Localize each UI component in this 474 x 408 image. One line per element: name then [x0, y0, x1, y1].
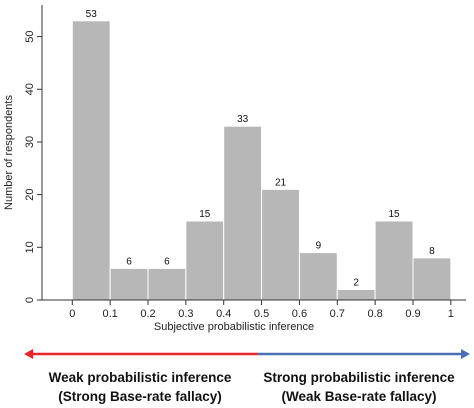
strong-inference-line1: Strong probabilistic inference — [263, 370, 455, 385]
y-tick-label: 20 — [24, 189, 36, 201]
y-axis-title: Number of respondents — [3, 95, 15, 210]
range-arrows-group — [24, 349, 470, 359]
histogram-bar — [298, 252, 338, 301]
strong-inference-caption: Strong probabilistic inference (Weak Bas… — [245, 368, 473, 406]
histogram-bar — [412, 257, 452, 301]
x-tick-label: 0 — [69, 308, 75, 320]
x-tick-label: 0.3 — [178, 308, 193, 320]
histogram-bar — [185, 220, 225, 301]
y-ticks-group: 0 10 20 30 40 50 — [24, 30, 42, 303]
x-tick-label: 0.7 — [330, 308, 345, 320]
bars-group — [71, 20, 452, 301]
y-tick-label: 40 — [24, 83, 36, 95]
bar-data-label: 21 — [275, 177, 287, 188]
histogram-bar — [336, 288, 376, 301]
bar-data-label: 6 — [126, 256, 132, 267]
strong-range-arrowhead — [461, 349, 470, 359]
axes-group — [41, 5, 466, 301]
bar-data-label: 15 — [199, 209, 211, 220]
x-tick-label: 1 — [448, 308, 454, 320]
y-tick-label: 30 — [24, 136, 36, 148]
bar-data-label: 2 — [353, 277, 359, 288]
x-tick-label: 0.4 — [216, 308, 231, 320]
y-tick-label: 0 — [24, 297, 36, 303]
weak-inference-line1: Weak probabilistic inference — [48, 370, 232, 385]
bar-data-label: 33 — [237, 114, 249, 125]
x-tick-label: 0.1 — [102, 308, 117, 320]
bar-data-label: 6 — [164, 256, 170, 267]
bar-data-label: 8 — [429, 246, 435, 257]
x-tick-label: 0.2 — [140, 308, 155, 320]
x-ticks-group: 0 0.1 0.2 0.3 0.4 0.5 0.6 0.7 0.8 0.9 1 — [69, 300, 454, 320]
y-tick-label: 10 — [24, 241, 36, 253]
x-tick-label: 0.5 — [254, 308, 269, 320]
data-labels-group: 53 6 6 15 33 21 9 2 15 8 — [86, 9, 435, 289]
histogram-bar — [147, 267, 187, 301]
bar-data-label: 9 — [316, 241, 322, 252]
x-tick-label: 0.9 — [405, 308, 420, 320]
histogram-bar — [223, 125, 263, 301]
histogram-bar — [374, 220, 414, 301]
bar-data-label: 53 — [86, 9, 98, 20]
histogram-bar — [109, 267, 149, 301]
strong-inference-line2: (Weak Base-rate fallacy) — [281, 389, 437, 404]
x-tick-label: 0.8 — [367, 308, 382, 320]
weak-inference-caption: Weak probabilistic inference (Strong Bas… — [20, 368, 260, 406]
x-tick-label: 0.6 — [292, 308, 307, 320]
weak-range-arrowhead — [24, 349, 33, 359]
bar-data-label: 15 — [389, 209, 401, 220]
weak-inference-line2: (Strong Base-rate fallacy) — [58, 389, 222, 404]
histogram-bar — [261, 188, 300, 301]
histogram-bar — [71, 20, 111, 301]
y-tick-label: 50 — [24, 30, 36, 42]
x-axis-title: Subjective probabilistic inference — [154, 321, 314, 333]
